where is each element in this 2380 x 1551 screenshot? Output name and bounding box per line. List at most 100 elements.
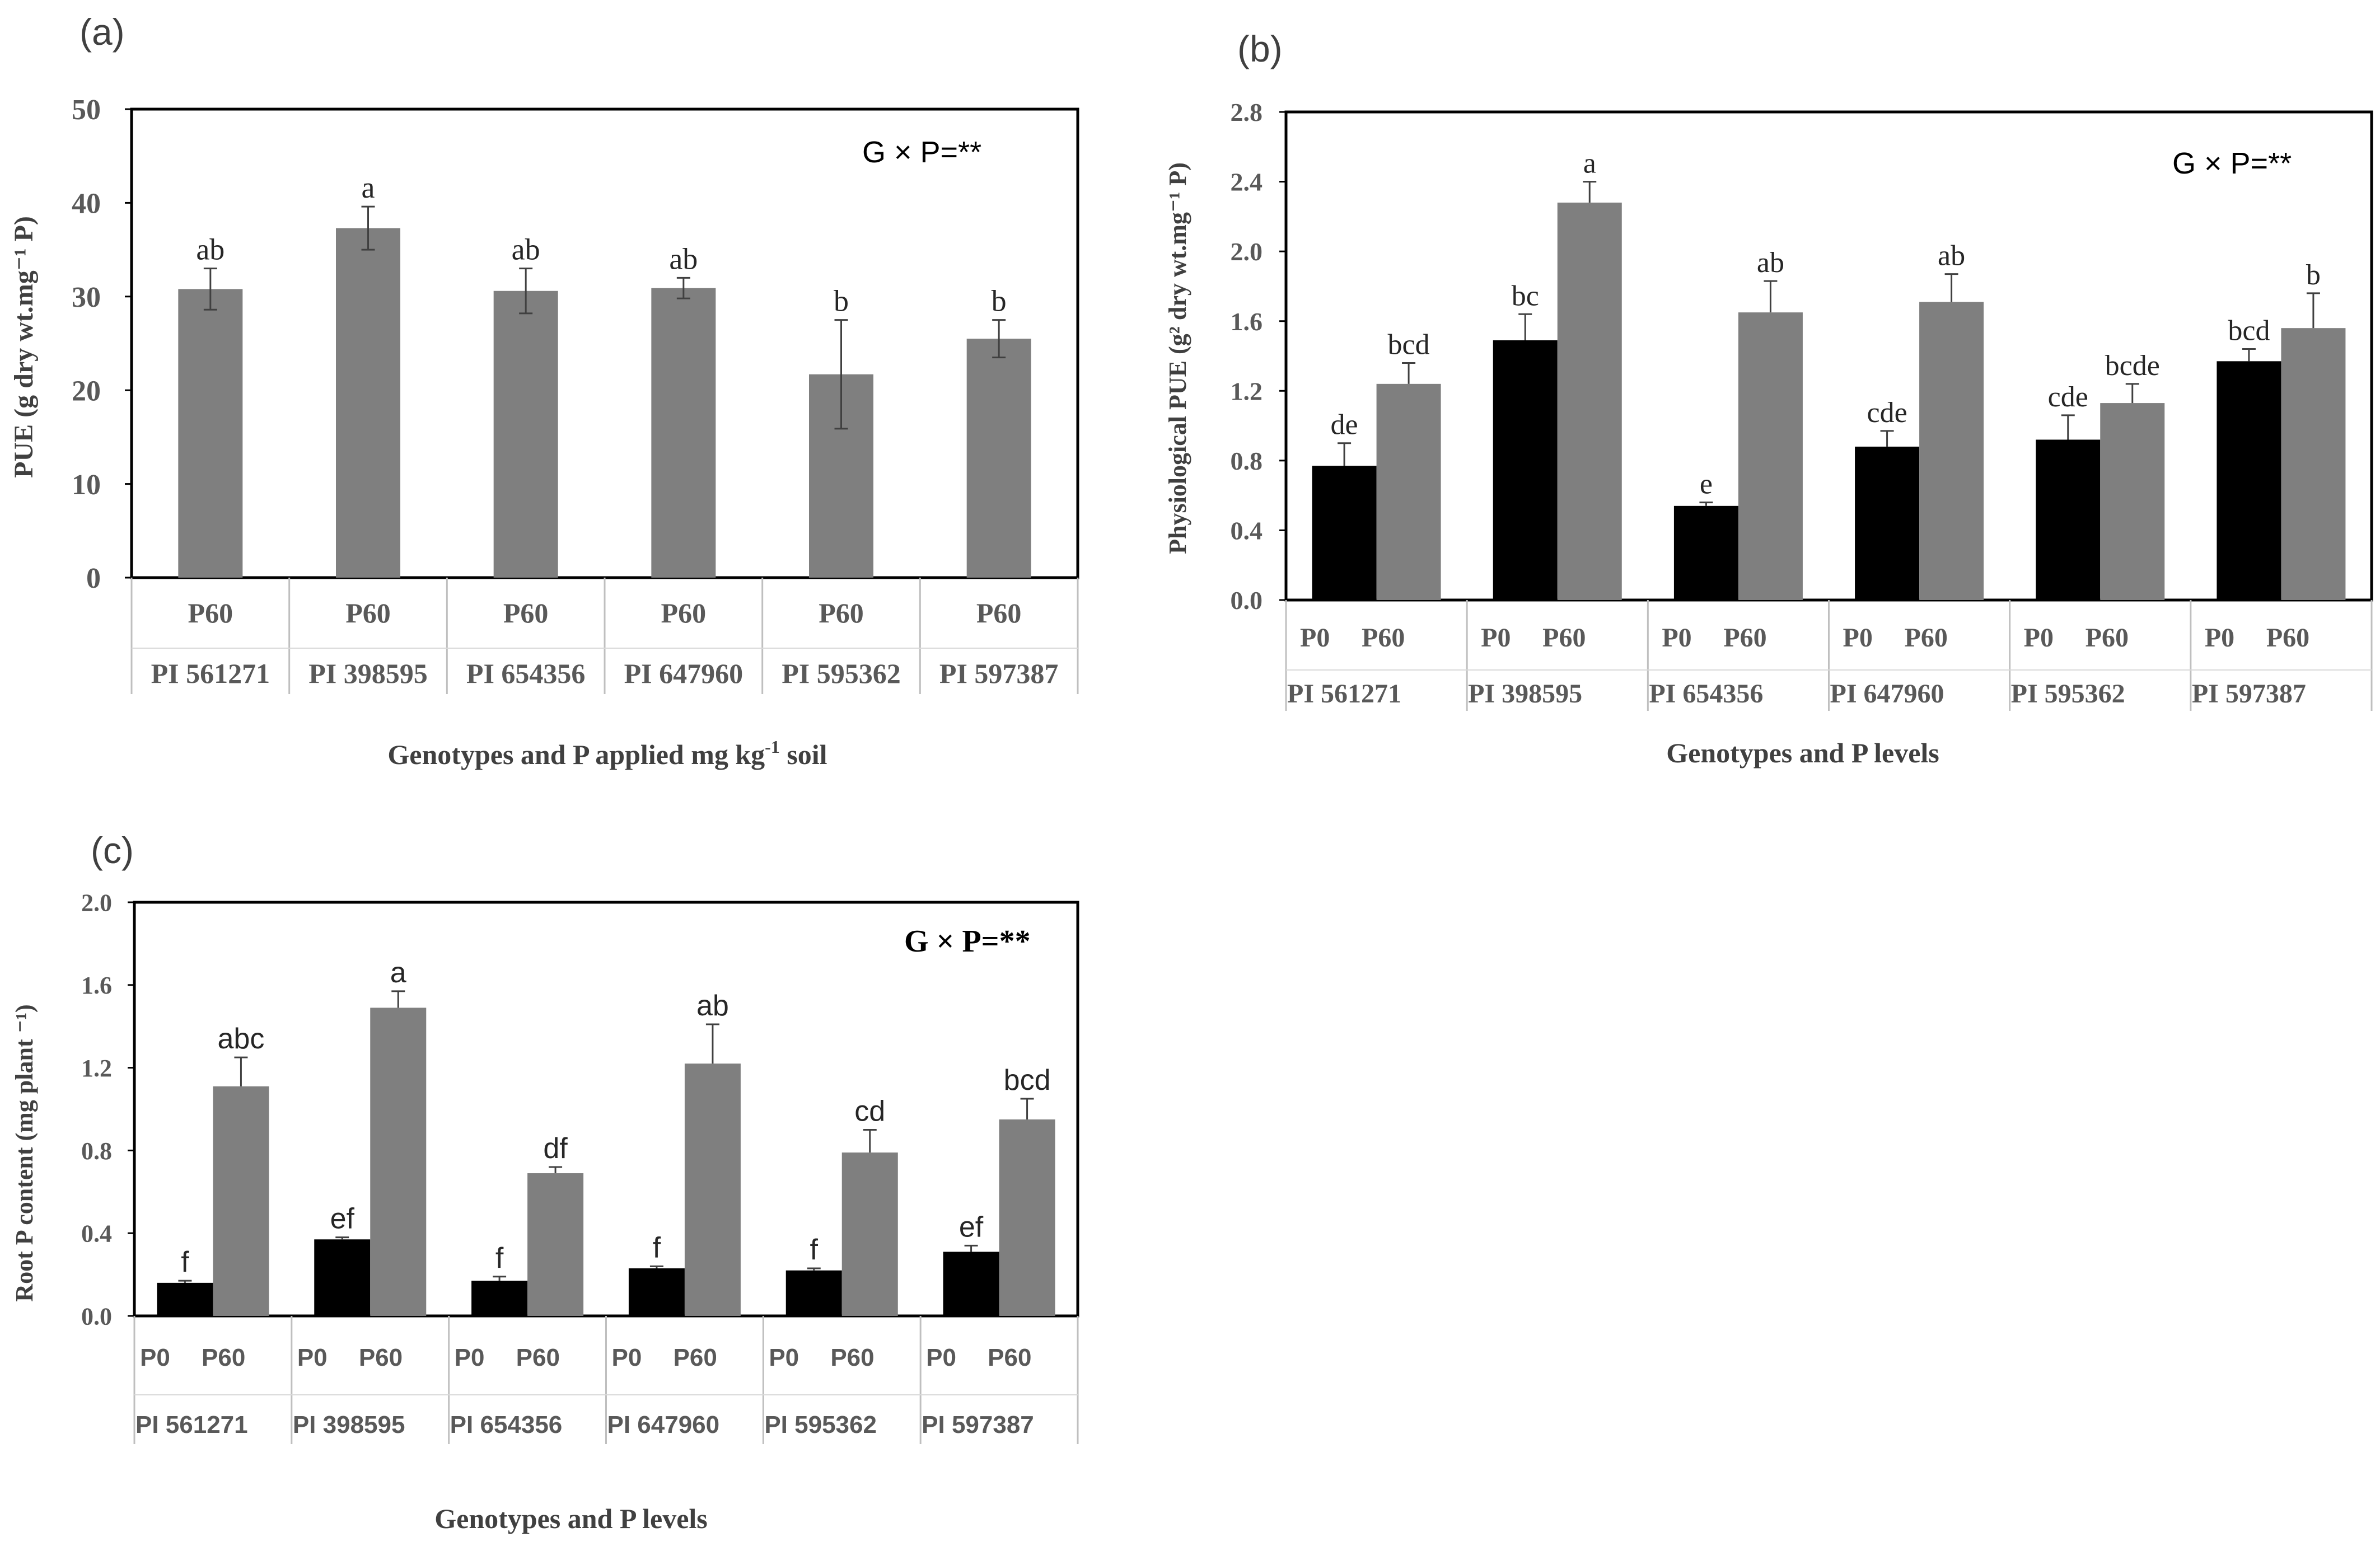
genotype-label: PI 398595 xyxy=(1468,679,1582,709)
level-label: P0 xyxy=(1300,623,1330,653)
significance-letter: bc xyxy=(1512,280,1539,312)
y-tick-label: 50 xyxy=(72,94,101,126)
significance-letter: cde xyxy=(2048,381,2088,413)
y-tick-label: 1.6 xyxy=(1231,307,1263,336)
genotype-label: PI 647960 xyxy=(624,658,744,689)
level-label: P0 xyxy=(455,1344,485,1371)
level-label: P60 xyxy=(674,1344,717,1371)
significance-letter: f xyxy=(181,1246,189,1278)
y-tick-label: 0.4 xyxy=(81,1220,112,1248)
level-label: P60 xyxy=(1362,623,1405,653)
level-label: P0 xyxy=(140,1344,170,1371)
significance-letter: f xyxy=(810,1234,819,1266)
genotype-label: PI 398595 xyxy=(308,658,428,689)
panel-a: (a) G × P=** PUE (g dry wt.mg⁻¹ P) Genot… xyxy=(9,11,1079,770)
genotype-label: PI 654356 xyxy=(1649,679,1763,709)
bar-p0-pi-654356 xyxy=(1673,505,1738,600)
significance-letter: ab xyxy=(696,990,729,1022)
y-tick-label: 2.4 xyxy=(1231,168,1263,196)
genotype-label: PI 398595 xyxy=(293,1411,405,1438)
level-label: P0 xyxy=(612,1344,642,1371)
y-tick-label: 0.8 xyxy=(1231,447,1263,475)
significance-letter: a xyxy=(390,957,406,989)
genotype-label: PI 561271 xyxy=(1287,679,1401,709)
significance-letter: de xyxy=(1331,409,1358,441)
significance-letter: df xyxy=(543,1132,568,1165)
bar-p60-pi-561271 xyxy=(213,1086,269,1316)
y-tick-label: 1.2 xyxy=(81,1055,112,1082)
level-label: P60 xyxy=(976,597,1022,629)
y-tick-label: 0.0 xyxy=(81,1302,112,1330)
bar-p0-pi-398595 xyxy=(314,1239,371,1316)
significance-annotation: G × P=** xyxy=(904,924,1031,959)
y-tick-label: 2.8 xyxy=(1231,98,1263,126)
genotype-label: PI 654356 xyxy=(450,1411,563,1438)
bar-p60-pi-398595 xyxy=(370,1008,427,1316)
significance-letter: ab xyxy=(1938,240,1965,272)
level-label: P60 xyxy=(1542,623,1586,653)
y-axis-title: PUE (g dry wt.mg⁻¹ P) xyxy=(9,216,39,478)
level-label: P60 xyxy=(345,597,391,629)
level-label: P60 xyxy=(1905,623,1948,653)
level-label: P60 xyxy=(503,597,549,629)
bar-p0-pi-654356 xyxy=(471,1281,528,1316)
significance-annotation: G × P=** xyxy=(2172,147,2292,180)
significance-letter: ab xyxy=(669,242,698,275)
bar-p60-pi-647960 xyxy=(684,1063,741,1316)
significance-letter: bcd xyxy=(1004,1064,1051,1097)
bar-p60-pi-597387 xyxy=(966,339,1031,578)
y-tick-label: 1.2 xyxy=(1231,377,1263,405)
y-tick-label: 1.6 xyxy=(81,972,112,999)
bar-p60-pi-654356 xyxy=(493,290,558,578)
significance-letter: bcd xyxy=(2228,315,2270,347)
y-tick-label: 40 xyxy=(72,188,101,220)
y-tick-label: 10 xyxy=(72,469,101,501)
genotype-label: PI 597387 xyxy=(2192,679,2306,709)
significance-letter: ef xyxy=(330,1203,355,1235)
bar-p60-pi-595362 xyxy=(841,1152,898,1316)
y-axis-title: Root P content (mg plant ⁻¹) xyxy=(11,1004,38,1301)
bar-p0-pi-561271 xyxy=(1312,466,1377,600)
x-axis-title: Genotypes and P levels xyxy=(434,1503,708,1534)
bar-p60-pi-398595 xyxy=(1557,202,1622,600)
bar-p0-pi-561271 xyxy=(157,1282,213,1316)
bar-p60-pi-647960 xyxy=(651,288,716,578)
bar-p0-pi-597387 xyxy=(943,1252,999,1316)
significance-letter: b xyxy=(2306,259,2321,291)
y-tick-label: 0 xyxy=(86,563,101,594)
panel-label-c: (c) xyxy=(91,830,134,871)
significance-annotation: G × P=** xyxy=(862,135,981,169)
significance-letter: bcd xyxy=(1388,329,1430,360)
bar-p0-pi-398595 xyxy=(1493,340,1558,600)
panel-label-b: (b) xyxy=(1237,28,1283,69)
bar-p60-pi-595362 xyxy=(2100,403,2165,600)
level-label: P60 xyxy=(819,597,864,629)
bar-p0-pi-647960 xyxy=(1855,446,1920,600)
level-label: P0 xyxy=(769,1344,799,1371)
genotype-label: PI 561271 xyxy=(135,1411,248,1438)
bar-p60-pi-654356 xyxy=(1738,312,1803,600)
level-label: P60 xyxy=(359,1344,403,1371)
level-label: P0 xyxy=(2205,623,2234,653)
level-label: P0 xyxy=(1662,623,1691,653)
significance-letter: e xyxy=(1700,468,1713,500)
genotype-label: PI 595362 xyxy=(782,658,901,689)
significance-letter: f xyxy=(495,1242,504,1274)
panel-c: (c) G × P=** Root P content (mg plant ⁻¹… xyxy=(11,830,1079,1534)
genotype-label: PI 654356 xyxy=(466,658,586,689)
significance-letter: b xyxy=(834,284,849,318)
y-axis-title: Physiological PUE (g² dry wt.mg⁻¹ P) xyxy=(1164,162,1191,554)
significance-letter: b xyxy=(992,284,1007,318)
level-label: P60 xyxy=(2266,623,2309,653)
level-label: P60 xyxy=(516,1344,560,1371)
significance-letter: ab xyxy=(512,233,540,266)
level-label: P60 xyxy=(188,597,233,629)
bar-p60-pi-561271 xyxy=(178,289,243,578)
panel-label-a: (a) xyxy=(80,11,125,53)
significance-letter: abc xyxy=(217,1023,264,1055)
bar-p60-pi-654356 xyxy=(527,1173,584,1316)
level-label: P60 xyxy=(202,1344,245,1371)
bar-p0-pi-647960 xyxy=(628,1268,685,1316)
y-tick-label: 0.8 xyxy=(81,1137,112,1165)
genotype-label: PI 595362 xyxy=(2011,679,2125,709)
